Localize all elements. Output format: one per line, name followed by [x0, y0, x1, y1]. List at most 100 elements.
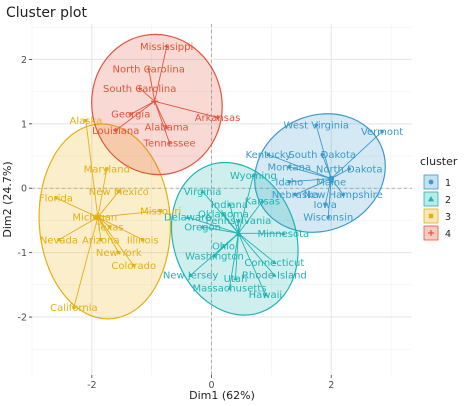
- point-label: Illinois: [127, 235, 159, 246]
- point-label: Iowa: [314, 200, 337, 211]
- point-label: Georgia: [111, 110, 150, 121]
- point-label: Wyoming: [230, 171, 277, 182]
- point-label: Vermont: [361, 127, 403, 138]
- point-label: South Carolina: [103, 84, 176, 95]
- data-point: [260, 198, 265, 203]
- data-point: [215, 115, 220, 120]
- point-label: Indiana: [211, 200, 248, 211]
- y-tick-label: 1: [21, 119, 27, 130]
- spoke-line: [154, 46, 168, 102]
- point-label: New Mexico: [89, 187, 149, 198]
- legend: cluster 1 2 3 4: [420, 155, 458, 241]
- point-label: Utah: [224, 274, 248, 285]
- cluster-3-labels: Alaska Maryland New Mexico Florida Missouri M…: [39, 116, 181, 314]
- point-label: North Carolina: [113, 65, 185, 76]
- cluster-centroid: [95, 214, 101, 220]
- data-point: [236, 218, 241, 223]
- spoke-line: [97, 217, 102, 240]
- data-point: [227, 202, 232, 207]
- data-point: [167, 140, 172, 146]
- point-label: Washington: [185, 251, 244, 262]
- spoke-line: [289, 178, 332, 183]
- point-label: Arizona: [82, 235, 120, 246]
- point-label: Arkansas: [195, 113, 241, 124]
- point-label: Colorado: [111, 261, 156, 272]
- spoke-line: [97, 216, 120, 253]
- cluster-1-points: [266, 123, 384, 219]
- data-point: [185, 215, 190, 219]
- data-point: [105, 167, 109, 171]
- data-point: [323, 202, 327, 207]
- spoke-line: [97, 216, 143, 241]
- legend-marker-2: [428, 196, 434, 202]
- data-point: [281, 231, 286, 236]
- point-label: Idaho: [275, 177, 303, 188]
- spoke-line: [321, 154, 332, 179]
- spoke-line: [85, 120, 99, 218]
- point-label: Rhode Island: [242, 271, 307, 282]
- data-point: [272, 272, 277, 277]
- cluster-4-spokes: [115, 46, 218, 144]
- y-tick-label: 0: [21, 184, 27, 195]
- point-label: Kansas: [245, 197, 280, 208]
- chart-title: Cluster plot: [6, 5, 87, 21]
- point-label: Wisconsin: [303, 213, 353, 224]
- point-label: Nevada: [40, 235, 78, 246]
- point-label: Ohio: [212, 242, 235, 253]
- cluster-centroid: [234, 229, 243, 237]
- spoke-line: [97, 210, 161, 218]
- legend-label-1: 1: [445, 178, 451, 189]
- data-point: [380, 129, 384, 134]
- cluster-3-points: [54, 118, 163, 310]
- point-label: Louisiana: [92, 126, 139, 137]
- spoke-line: [97, 168, 108, 218]
- point-label: Oregon: [184, 222, 221, 233]
- data-point: [164, 124, 169, 130]
- point-label: Nebraska: [272, 190, 319, 201]
- spoke-line: [154, 100, 218, 118]
- data-point: [137, 86, 142, 91]
- data-point: [200, 224, 205, 229]
- spoke-line: [315, 124, 332, 179]
- spoke-line: [115, 100, 155, 131]
- legend-label-3: 3: [445, 212, 451, 223]
- spoke-line: [73, 217, 99, 308]
- spoke-line: [229, 233, 239, 289]
- point-label: North Dakota: [316, 164, 383, 175]
- point-label: Virginia: [184, 187, 222, 198]
- spoke-line: [229, 204, 239, 234]
- spoke-line: [139, 88, 155, 102]
- data-point: [84, 118, 88, 123]
- spoke-line: [295, 178, 332, 196]
- data-point: [287, 180, 292, 184]
- data-point: [251, 173, 256, 178]
- point-label: Alaska: [70, 116, 103, 127]
- data-point: [266, 152, 271, 157]
- cluster-2-ellipse: [170, 161, 299, 316]
- point-label: Maine: [316, 177, 346, 188]
- x-tick-label: 2: [328, 380, 334, 391]
- cluster-3-ellipse: [38, 123, 172, 320]
- point-label: West Virginia: [284, 121, 349, 132]
- point-label: Florida: [39, 193, 73, 204]
- spoke-line: [235, 233, 239, 279]
- data-point: [141, 238, 145, 242]
- spoke-line: [238, 200, 263, 234]
- point-label: Michigan: [72, 213, 117, 224]
- spoke-line: [330, 131, 383, 179]
- spoke-line: [187, 216, 239, 234]
- data-point: [221, 243, 226, 248]
- cluster-1-ellipse: [254, 113, 386, 233]
- x-tick-label: -2: [87, 380, 96, 391]
- spoke-line: [330, 168, 350, 179]
- data-point: [233, 276, 238, 281]
- spoke-line: [202, 226, 239, 234]
- axes: -2 0 2 -2 -1 0 1 2: [18, 55, 335, 391]
- data-point: [99, 238, 103, 242]
- cluster-4-ellipse: [91, 33, 223, 176]
- spoke-line: [289, 166, 332, 180]
- data-point: [200, 189, 205, 194]
- data-point: [212, 253, 217, 258]
- point-label: New Jersey: [163, 271, 219, 282]
- legend-marker-3: [428, 213, 434, 219]
